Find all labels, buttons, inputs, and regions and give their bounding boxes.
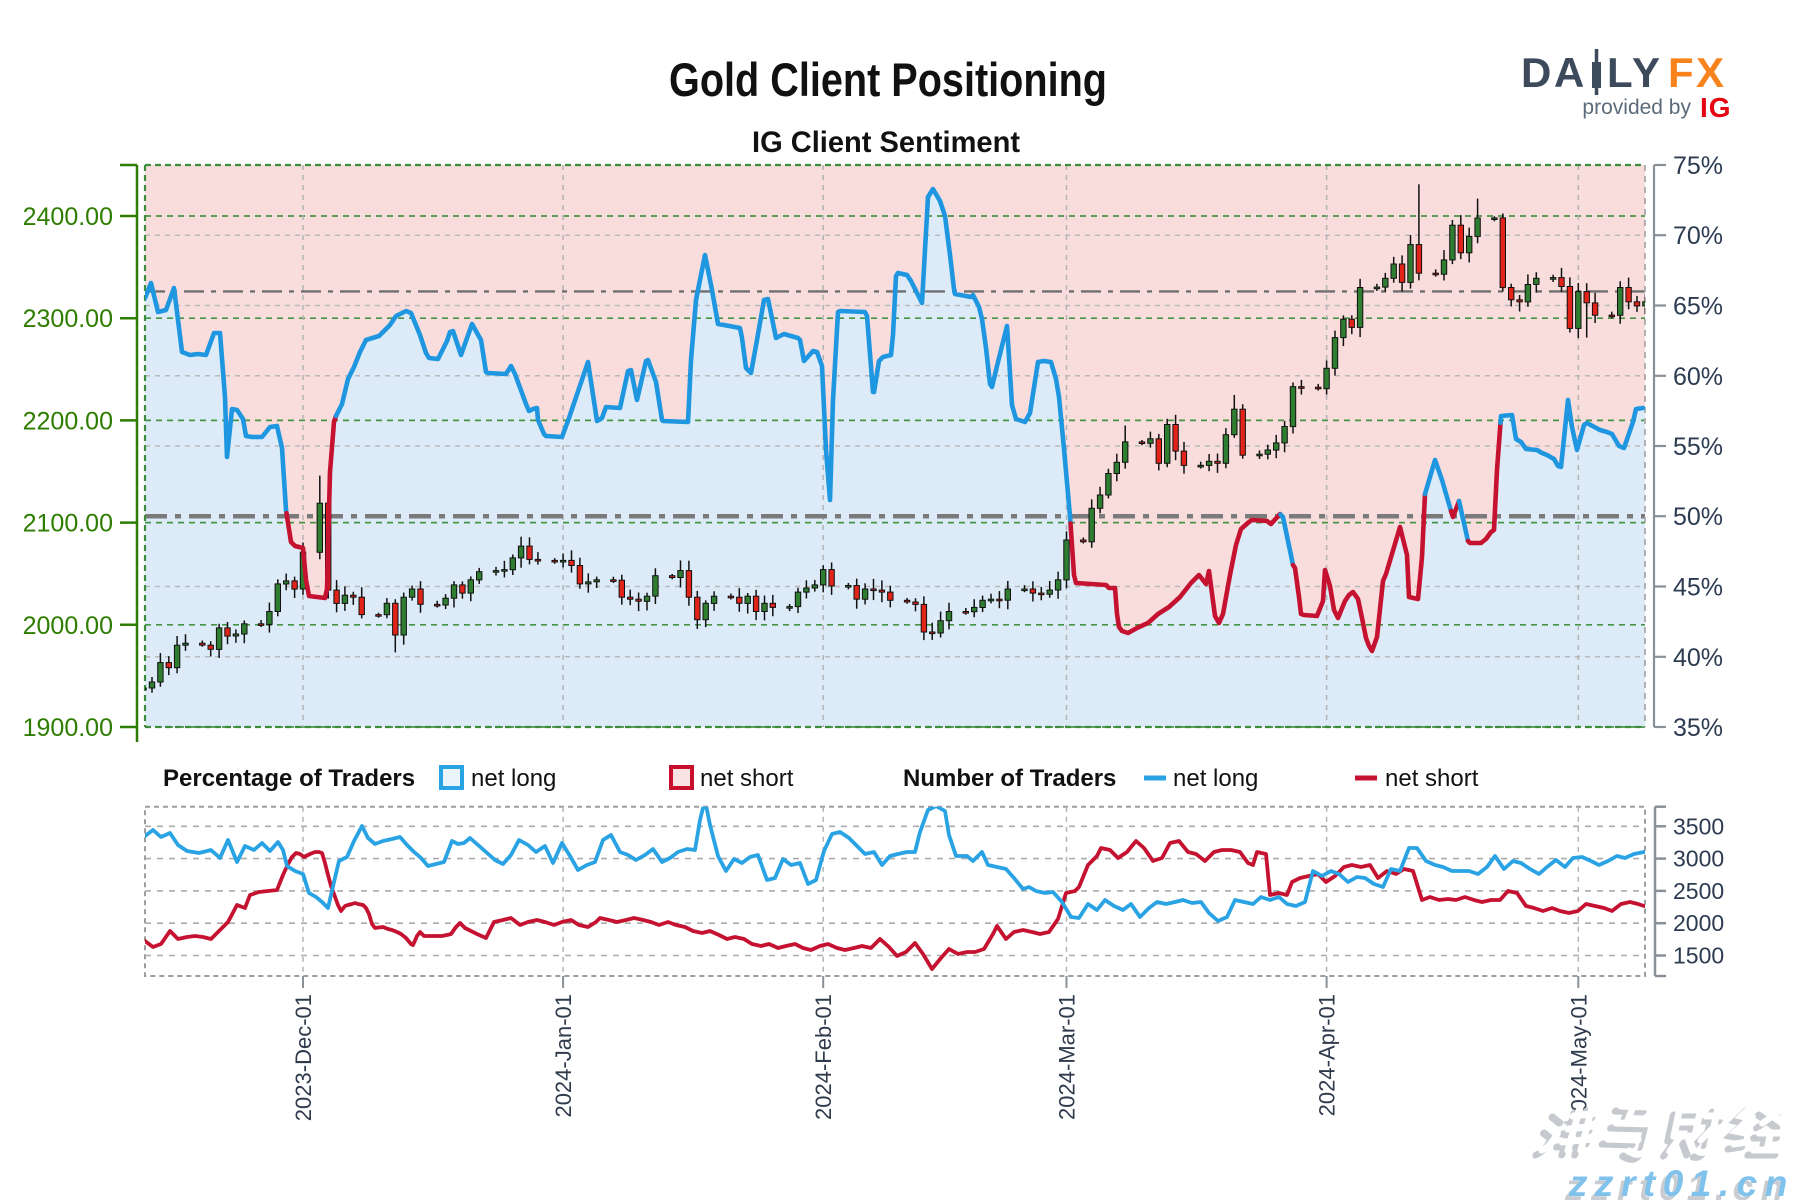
svg-text:X: X	[1696, 49, 1724, 96]
svg-text:Y: Y	[1632, 49, 1660, 96]
svg-text:2400.00: 2400.00	[23, 203, 113, 231]
svg-text:1900.00: 1900.00	[23, 714, 113, 742]
svg-text:net short: net short	[1385, 765, 1479, 792]
svg-text:Number of Traders: Number of Traders	[903, 765, 1116, 792]
svg-text:60%: 60%	[1673, 363, 1723, 391]
svg-text:2500: 2500	[1673, 878, 1724, 904]
svg-text:F: F	[1668, 49, 1694, 96]
svg-text:net short: net short	[700, 765, 794, 792]
svg-text:65%: 65%	[1673, 293, 1723, 321]
svg-text:2000: 2000	[1673, 910, 1724, 936]
svg-text:2100.00: 2100.00	[23, 510, 113, 538]
svg-text:L: L	[1607, 49, 1633, 96]
svg-text:2024-Feb-01: 2024-Feb-01	[811, 994, 836, 1120]
svg-text:2300.00: 2300.00	[23, 305, 113, 333]
svg-text:D: D	[1521, 49, 1551, 96]
svg-text:net long: net long	[1173, 765, 1258, 792]
svg-text:Percentage of Traders: Percentage of Traders	[163, 765, 415, 792]
svg-text:2024-Apr-01: 2024-Apr-01	[1315, 994, 1340, 1116]
svg-text:50%: 50%	[1673, 503, 1723, 531]
svg-text:zzrt01.cn: zzrt01.cn	[1564, 1167, 1791, 1200]
svg-text:40%: 40%	[1673, 644, 1723, 672]
svg-text:55%: 55%	[1673, 433, 1723, 461]
svg-text:45%: 45%	[1673, 574, 1723, 602]
svg-text:A: A	[1554, 49, 1584, 96]
svg-text:2200.00: 2200.00	[23, 407, 113, 435]
svg-text:provided by: provided by	[1582, 96, 1691, 119]
svg-text:zzrt01.cn: zzrt01.cn	[1568, 1163, 1795, 1200]
svg-text:75%: 75%	[1673, 152, 1723, 180]
svg-text:2024-Jan-01: 2024-Jan-01	[551, 994, 576, 1118]
svg-text:2000.00: 2000.00	[23, 612, 113, 640]
svg-text:3000: 3000	[1673, 846, 1724, 872]
svg-text:1500: 1500	[1673, 943, 1724, 969]
svg-text:2024-Mar-01: 2024-Mar-01	[1055, 994, 1080, 1120]
svg-text:2023-Dec-01: 2023-Dec-01	[291, 994, 316, 1121]
svg-text:35%: 35%	[1673, 714, 1723, 742]
svg-text:Gold Client Positioning: Gold Client Positioning	[669, 53, 1107, 106]
svg-text:3500: 3500	[1673, 813, 1724, 839]
svg-text:70%: 70%	[1673, 222, 1723, 250]
svg-text:2024-May-01: 2024-May-01	[1566, 994, 1591, 1124]
svg-text:net long: net long	[471, 765, 556, 792]
svg-text:IG Client Sentiment: IG Client Sentiment	[752, 126, 1020, 159]
svg-text:IG: IG	[1700, 92, 1732, 123]
